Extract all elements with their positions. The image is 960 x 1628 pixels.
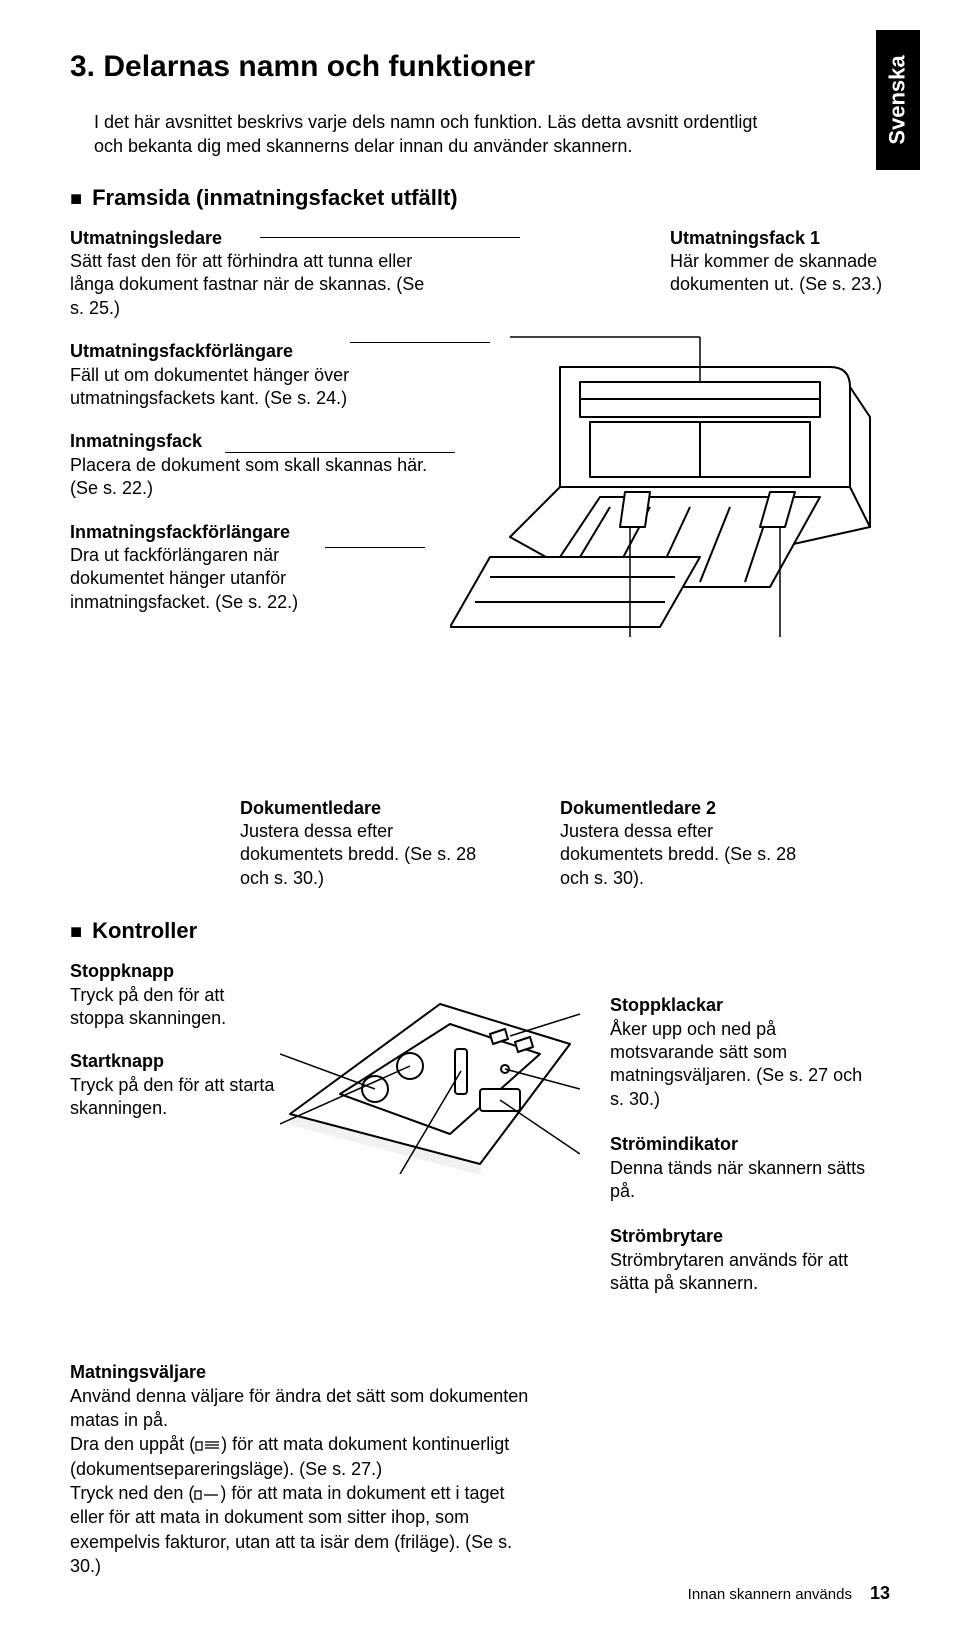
page: Svenska 3. Delarnas namn och funktioner … — [0, 0, 960, 1628]
footer-section-text: Innan skannern används — [688, 1586, 852, 1603]
label-body: Här kommer de skannade dokumenten ut. (S… — [670, 250, 890, 297]
front-heading: Framsida (inmatningsfacket utfällt) — [70, 185, 890, 211]
controls-heading: Kontroller — [70, 918, 890, 944]
text: Dra den uppåt ( — [70, 1434, 195, 1454]
label-title: Inmatningsfack — [70, 430, 430, 453]
language-tab: Svenska — [876, 30, 920, 170]
label-dokumentledare2: Dokumentledare 2 Justera dessa efter dok… — [560, 797, 820, 891]
document-guide-row: Dokumentledare Justera dessa efter dokum… — [70, 797, 890, 891]
page-title: 3. Delarnas namn och funktioner — [70, 50, 890, 84]
label-inmatningsfack: Inmatningsfack Placera de dokument som s… — [70, 430, 430, 500]
label-startknapp: Startknapp Tryck på den för att starta s… — [70, 1050, 300, 1120]
intro-text: I det här avsnittet beskrivs varje dels … — [70, 110, 770, 159]
feed-single-icon — [194, 1483, 220, 1503]
page-footer: Innan skannern används 13 — [688, 1583, 890, 1604]
label-body: Placera de dokument som skall skannas hä… — [70, 454, 430, 501]
label-title: Dokumentledare — [240, 797, 500, 820]
label-utmatningsfack1: Utmatningsfack 1 Här kommer de skannade … — [670, 227, 890, 297]
label-matningsvaljare: Matningsväljare Använd denna väljare för… — [70, 1361, 530, 1579]
label-body: Fäll ut om dokumentet hänger över utmatn… — [70, 364, 430, 411]
label-body: Använd denna väljare för ändra det sätt … — [70, 1384, 530, 1578]
label-title: Stoppknapp — [70, 960, 270, 983]
feed-continuous-icon — [195, 1434, 221, 1454]
front-left-column: Utmatningsledare Sätt fast den för att f… — [70, 227, 430, 634]
label-title: Utmatningsledare — [70, 227, 430, 250]
label-body: Strömbrytaren används för att sätta på s… — [610, 1249, 880, 1296]
label-dokumentledare: Dokumentledare Justera dessa efter dokum… — [240, 797, 500, 891]
label-title: Matningsväljare — [70, 1361, 530, 1384]
page-number: 13 — [870, 1583, 890, 1604]
leader-line — [225, 452, 455, 453]
leader-line — [325, 547, 425, 548]
label-body: Tryck på den för att starta skanningen. — [70, 1074, 300, 1121]
label-body: Åker upp och ned på motsvarande sätt som… — [610, 1018, 880, 1112]
scanner-illustration — [450, 327, 880, 647]
label-utmatningsledare: Utmatningsledare Sätt fast den för att f… — [70, 227, 430, 321]
text: Använd denna väljare för ändra det sätt … — [70, 1386, 528, 1430]
label-body: Dra ut fackförlängaren när dokumentet hä… — [70, 544, 300, 614]
text: Tryck ned den ( — [70, 1483, 194, 1503]
label-title: Utmatningsfack 1 — [670, 227, 890, 250]
label-stoppknapp: Stoppknapp Tryck på den för att stoppa s… — [70, 960, 270, 1030]
label-title: Strömbrytare — [610, 1225, 880, 1248]
label-stromindikator: Strömindikator Denna tänds när skannern … — [610, 1133, 880, 1203]
label-inmatningsfackforlangare: Inmatningsfackförlängare Dra ut fackförl… — [70, 521, 300, 615]
label-body: Justera dessa efter dokumentets bredd. (… — [560, 820, 820, 890]
label-utmatningsfackforlangare: Utmatningsfackförlängare Fäll ut om doku… — [70, 340, 430, 410]
label-title: Dokumentledare 2 — [560, 797, 820, 820]
label-body: Sätt fast den för att förhindra att tunn… — [70, 250, 430, 320]
label-stoppklackar: Stoppklackar Åker upp och ned på motsvar… — [610, 994, 880, 1111]
label-strombrytare: Strömbrytare Strömbrytaren används för a… — [610, 1225, 880, 1295]
label-body: Tryck på den för att stoppa skanningen. — [70, 984, 270, 1031]
label-title: Utmatningsfackförlängare — [70, 340, 430, 363]
label-title: Strömindikator — [610, 1133, 880, 1156]
front-diagram-region: Utmatningsledare Sätt fast den för att f… — [70, 227, 890, 787]
label-title: Startknapp — [70, 1050, 300, 1073]
label-body: Denna tänds när skannern sätts på. — [610, 1157, 880, 1204]
language-tab-label: Svenska — [885, 55, 911, 144]
label-title: Inmatningsfackförlängare — [70, 521, 300, 544]
leader-line — [260, 237, 520, 238]
controls-illustration — [280, 994, 580, 1174]
label-body: Justera dessa efter dokumentets bredd. (… — [240, 820, 500, 890]
label-title: Stoppklackar — [610, 994, 880, 1017]
controls-region: Stoppknapp Tryck på den för att stoppa s… — [70, 960, 890, 1578]
controls-right-column: Stoppklackar Åker upp och ned på motsvar… — [610, 994, 880, 1317]
